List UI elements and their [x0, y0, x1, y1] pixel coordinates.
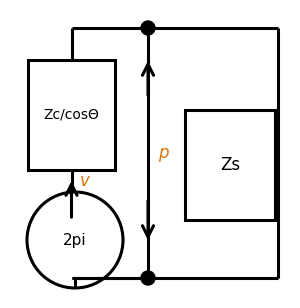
Circle shape	[141, 21, 155, 35]
Text: Zs: Zs	[220, 156, 240, 174]
Circle shape	[27, 192, 123, 288]
Circle shape	[141, 271, 155, 285]
Text: Zc/cosΘ: Zc/cosΘ	[44, 108, 99, 122]
Text: p: p	[158, 144, 169, 162]
Bar	[28, 60, 115, 170]
Text: v: v	[80, 172, 89, 190]
Text: 2pi: 2pi	[63, 233, 87, 248]
Bar	[185, 110, 275, 220]
